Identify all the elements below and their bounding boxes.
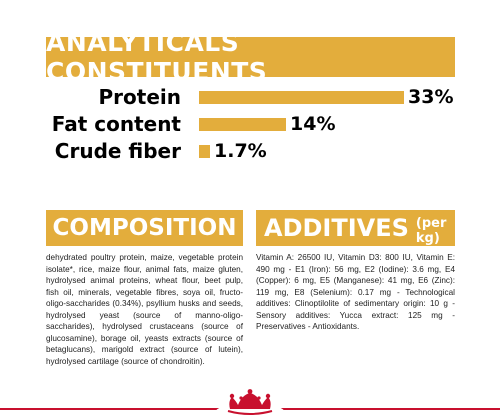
- additives-title: ADDITIVES: [264, 214, 409, 242]
- royal-canin-crown-logo: [216, 389, 284, 417]
- analytical-constituents-title: ANALYTICALS CONSTITUENTS: [46, 28, 268, 86]
- composition-title: COMPOSITION: [52, 215, 237, 241]
- fat-content-label: Fat content: [51, 112, 181, 136]
- composition-banner: COMPOSITION: [46, 210, 243, 246]
- fat-content-bar: [199, 118, 286, 131]
- crude-fiber-bar: [199, 145, 210, 158]
- composition-text: dehydrated poultry protein, maize, veget…: [46, 253, 243, 366]
- analytical-constituents-banner: ANALYTICALS CONSTITUENTS: [46, 28, 455, 86]
- additives-text: Vitamin A: 26500 IU, Vitamin D3: 800 IU,…: [256, 253, 455, 331]
- protein-label: Protein: [98, 85, 181, 109]
- additives-banner: ADDITIVES (per kg): [256, 210, 455, 246]
- protein-value: 33%: [408, 86, 454, 108]
- protein-bar: [199, 91, 404, 104]
- fat-content-value: 14%: [290, 113, 336, 135]
- crude-fiber-label: Crude fiber: [54, 139, 181, 163]
- crude-fiber-value: 1.7%: [214, 140, 267, 162]
- additives-subtitle: (per kg): [415, 216, 447, 246]
